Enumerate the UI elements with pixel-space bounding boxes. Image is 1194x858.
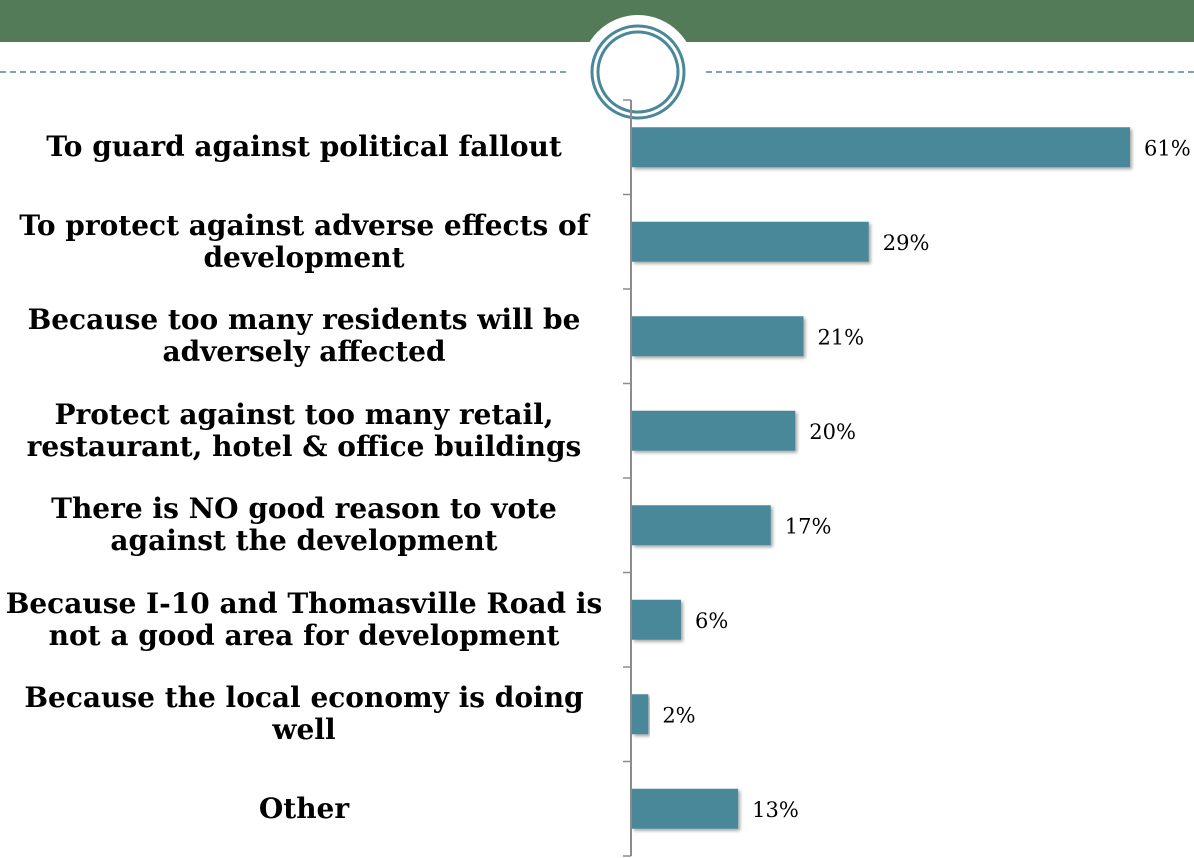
dashed-rule-right	[706, 71, 1194, 73]
category-label-line: not a good area for development	[48, 618, 560, 652]
dashed-rule-left	[0, 71, 566, 73]
ring-ornament-icon	[581, 15, 695, 129]
category-label: Protect against too many retail, restaura…	[4, 397, 604, 463]
data-label: 29%	[883, 231, 930, 255]
data-label: 61%	[1144, 136, 1191, 160]
category-label: To protect against adverse effects of dev…	[4, 208, 604, 274]
category-label: Because too many residents will be advers…	[4, 304, 604, 368]
category-label-line: against the development	[110, 524, 498, 558]
category-label-line: There is NO good reason to vote	[51, 492, 557, 526]
bar	[632, 788, 739, 829]
data-label: 17%	[785, 514, 832, 538]
category-label-line: Because the local economy is doing	[24, 681, 584, 715]
category-label-line: development	[203, 240, 405, 274]
category-label: Because I-10 and Thomasville Road is not …	[4, 586, 604, 652]
category-label-line: Because I-10 and Thomasville Road is	[5, 586, 603, 620]
category-label: To guard against political fallout	[4, 131, 604, 163]
category-label-line: To guard against political fallout	[46, 130, 562, 164]
category-label-line: well	[272, 713, 336, 747]
category-label: There is NO good reason to vote against t…	[4, 493, 604, 557]
data-label: 6%	[695, 609, 728, 633]
bar	[632, 505, 771, 546]
bar	[632, 221, 869, 262]
bar	[632, 316, 804, 357]
data-label: 13%	[752, 798, 799, 822]
category-label: Because the local economy is doing well	[4, 682, 604, 746]
data-label: 2%	[662, 703, 695, 727]
category-label-line: To protect against adverse effects of	[19, 208, 589, 242]
data-label: 21%	[817, 325, 864, 349]
category-label-line: Protect against too many retail,	[54, 397, 554, 431]
bar	[632, 410, 796, 451]
category-label-line: restaurant, hotel & office buildings	[26, 429, 582, 463]
category-label-line: adversely affected	[162, 335, 446, 369]
bar	[632, 127, 1130, 168]
category-label-line: Other	[258, 791, 350, 825]
data-label: 20%	[809, 420, 856, 444]
category-label: Other	[4, 791, 604, 825]
bar	[632, 599, 681, 640]
bar	[632, 694, 649, 735]
category-label-line: Because too many residents will be	[27, 303, 581, 337]
